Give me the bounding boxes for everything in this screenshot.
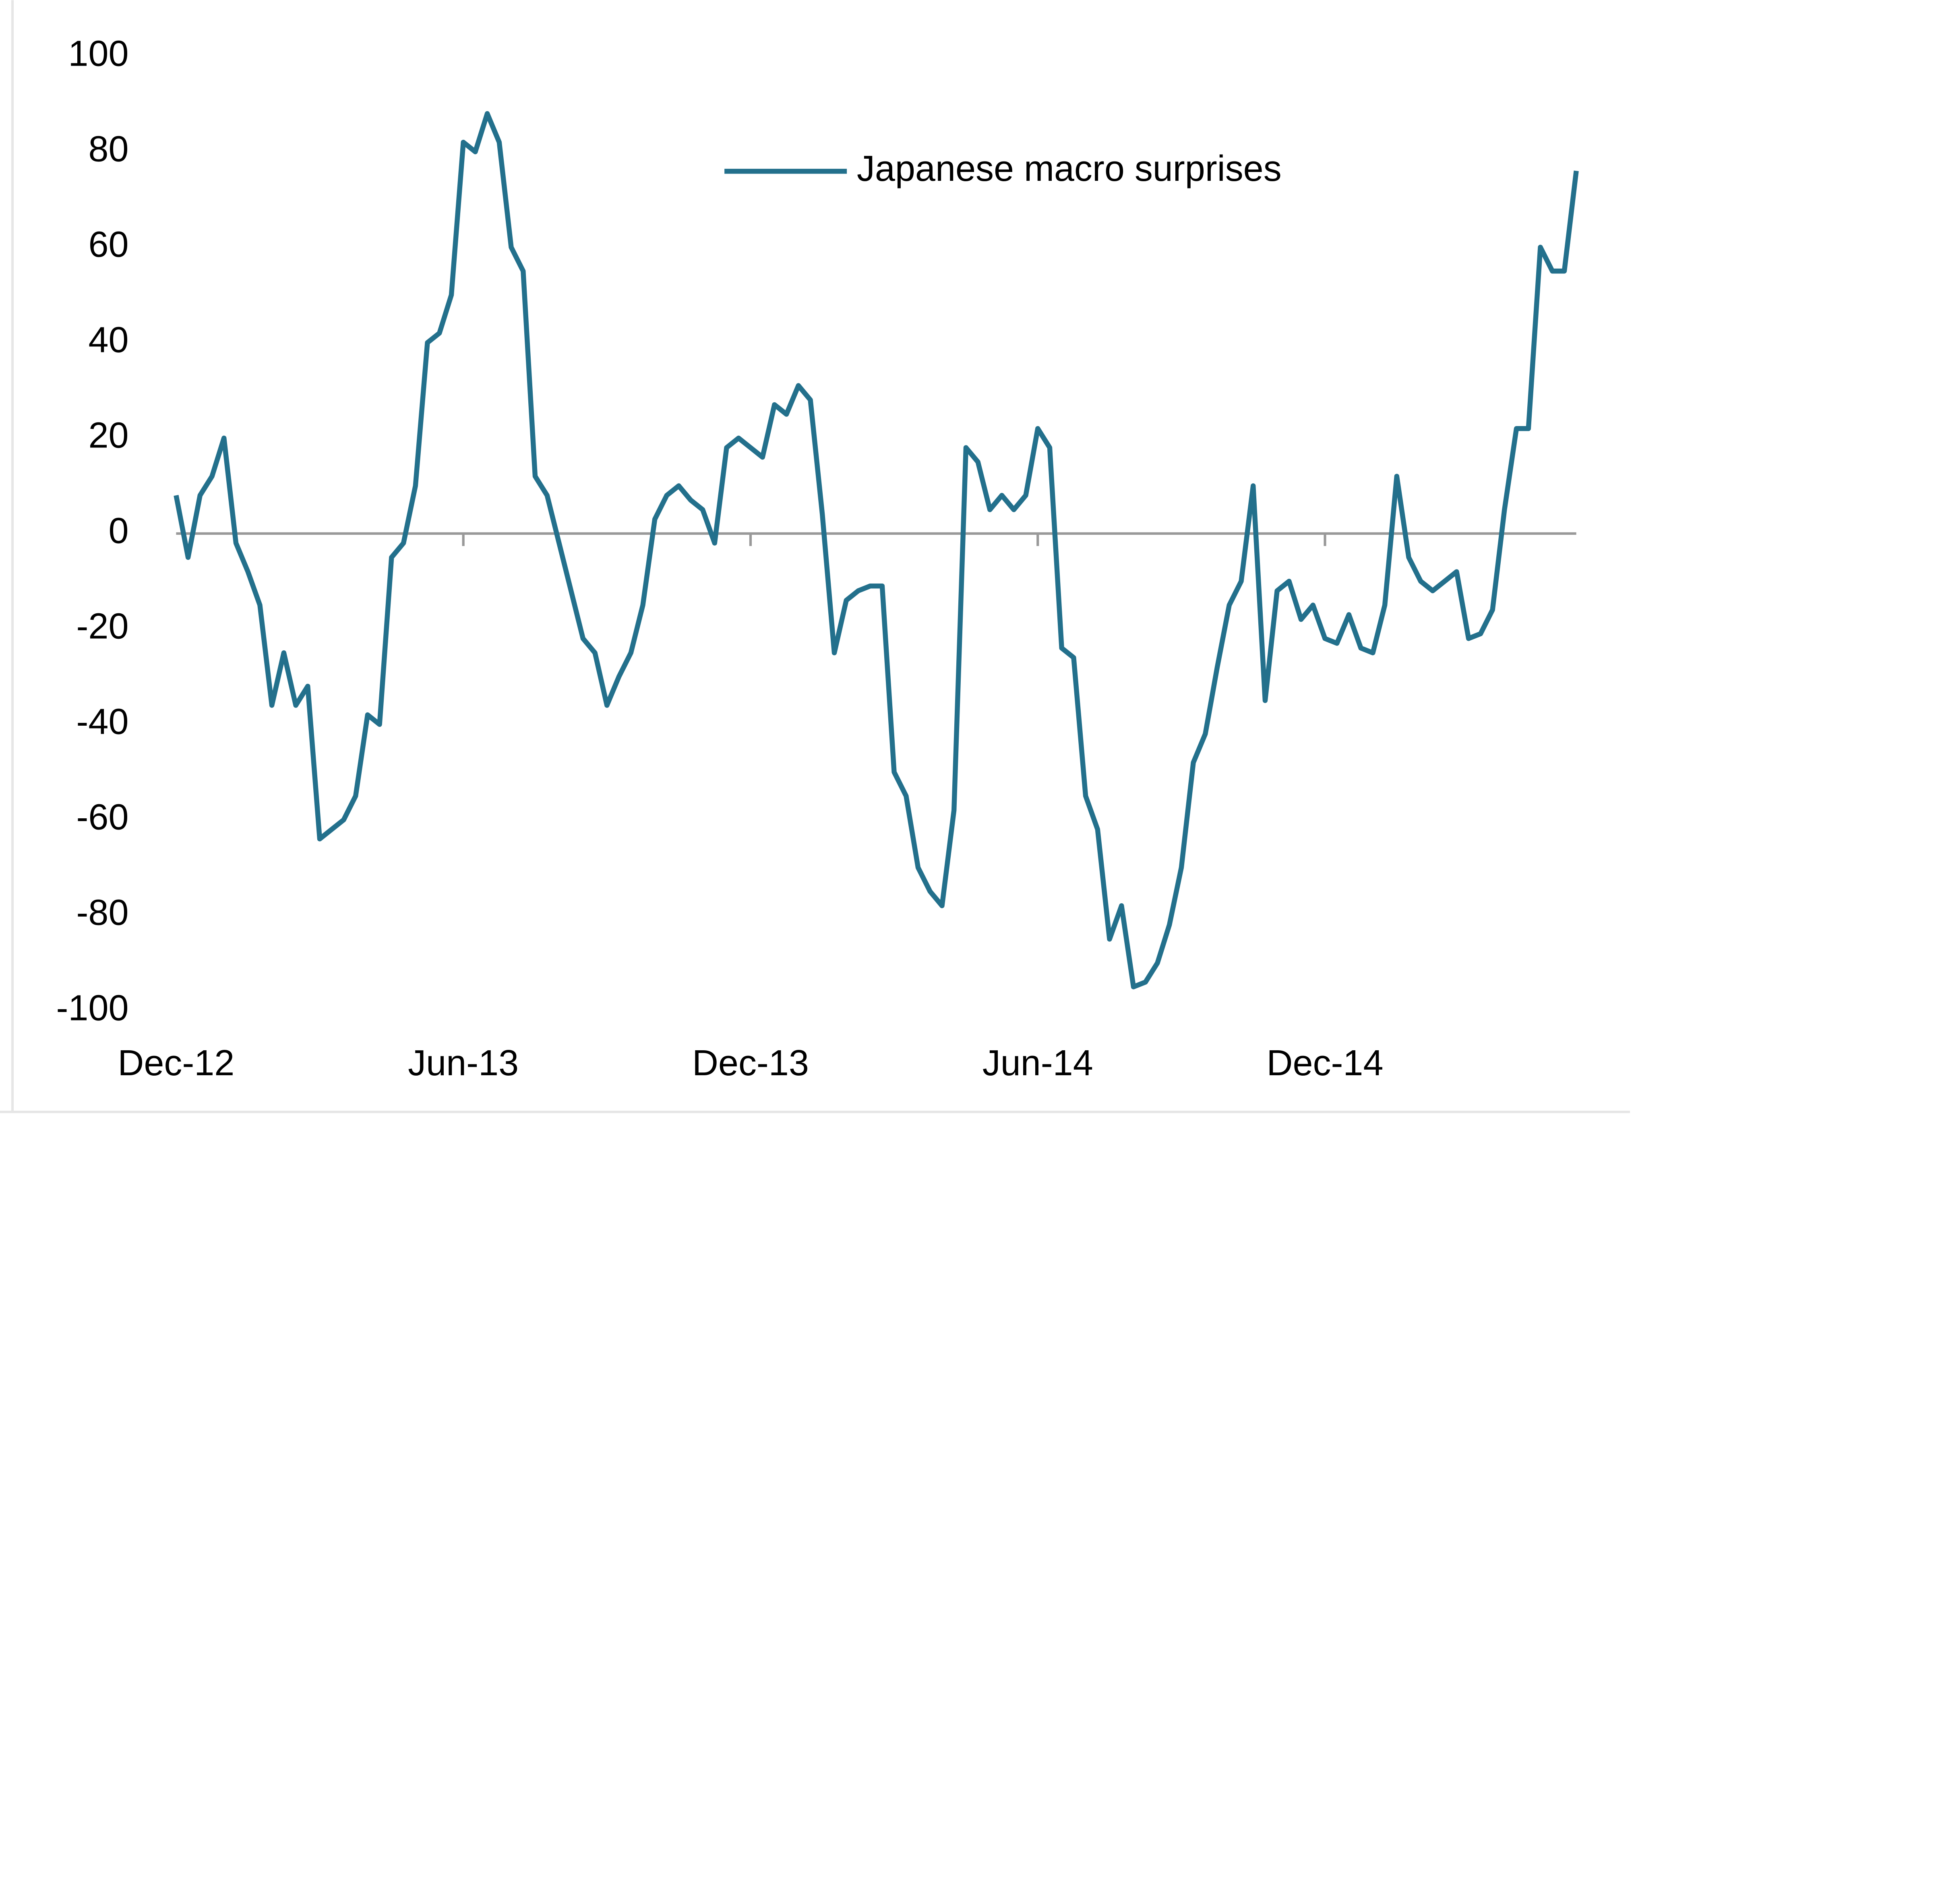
y-tick-label: 20: [88, 416, 128, 456]
y-tick-label: 80: [88, 129, 128, 170]
x-tick-label: Dec-14: [1267, 1043, 1384, 1083]
y-tick-label: 60: [88, 225, 128, 265]
x-tick-label: Jun-13: [408, 1043, 519, 1083]
x-tick-label: Dec-13: [692, 1043, 809, 1083]
y-tick-label: -100: [56, 988, 128, 1029]
y-tick-label: -40: [76, 702, 128, 742]
legend-label: Japanese macro surprises: [857, 149, 1282, 189]
x-tick-label: Dec-12: [118, 1043, 234, 1083]
y-tick-label: -60: [76, 797, 128, 838]
y-tick-label: 100: [68, 34, 128, 74]
y-tick-label: 0: [108, 511, 128, 551]
y-tick-label: 40: [88, 320, 128, 360]
x-tick-label: Jun-14: [982, 1043, 1093, 1083]
y-tick-label: -80: [76, 893, 128, 933]
y-tick-label: -20: [76, 606, 128, 647]
series-line: [174, 111, 1579, 989]
